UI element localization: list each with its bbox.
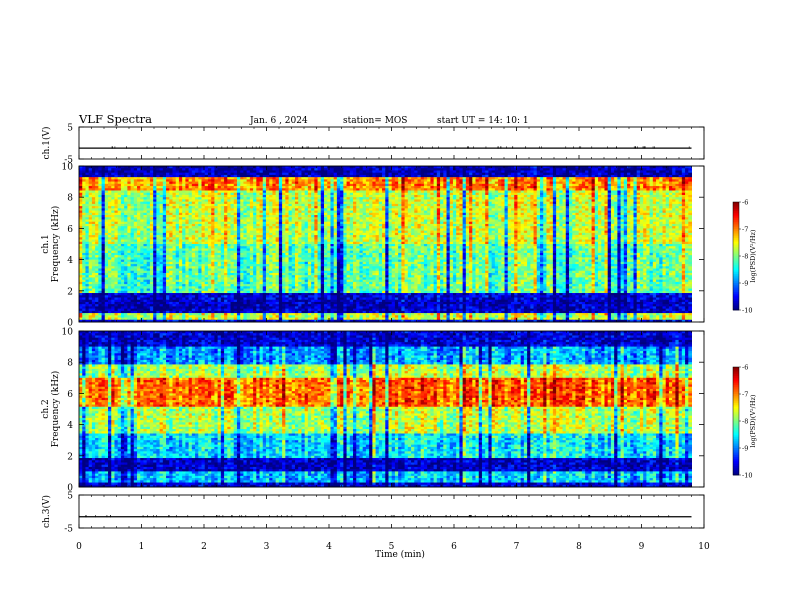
station-label: station= MOS	[343, 116, 407, 126]
y-tick-label: 5	[67, 124, 73, 134]
date-label: Jan. 6 , 2024	[249, 116, 308, 126]
waveform-frame	[79, 127, 704, 159]
figure-title: VLF Spectra	[78, 112, 152, 126]
ch1-waveform-panel: 5-5	[64, 124, 704, 166]
spectrogram-cells	[79, 166, 692, 323]
start-time-label: start UT = 14: 10: 1	[437, 116, 529, 126]
